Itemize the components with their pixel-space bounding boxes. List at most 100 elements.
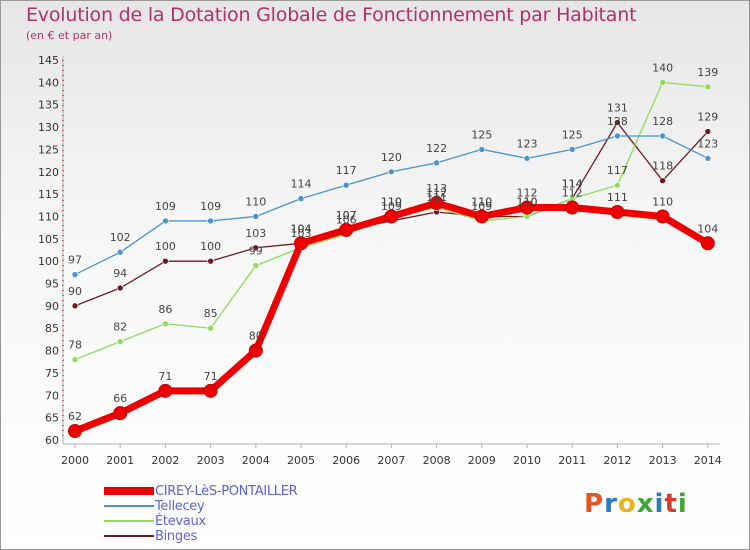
y-tick-label: 110 [38, 210, 59, 223]
data-point [207, 324, 214, 332]
x-tick-label: 2011 [558, 454, 586, 467]
y-tick-label: 145 [38, 54, 59, 67]
y-tick-label: 130 [38, 121, 59, 134]
brand-logo: Proxiti [584, 489, 688, 519]
data-label: 112 [562, 187, 583, 200]
x-tick-label: 2012 [603, 454, 631, 467]
data-point [704, 128, 712, 135]
y-tick-label: 85 [45, 322, 59, 335]
data-point [474, 209, 489, 224]
data-label: 104 [697, 222, 718, 235]
data-label: 100 [200, 240, 221, 253]
data-point [207, 217, 214, 225]
y-tick-label: 60 [45, 434, 59, 447]
data-label: 62 [68, 410, 82, 423]
data-point [704, 155, 712, 162]
data-point [429, 196, 444, 211]
legend-swatch [104, 535, 154, 537]
data-point [252, 213, 260, 220]
data-label: 113 [426, 182, 447, 195]
data-point [339, 222, 354, 237]
brand-letter: x [636, 489, 655, 519]
data-label: 104 [291, 222, 312, 235]
x-tick-label: 2004 [242, 454, 270, 467]
data-label: 85 [204, 307, 218, 320]
data-point [116, 284, 124, 292]
data-point [700, 236, 715, 251]
data-label: 109 [381, 200, 402, 213]
y-tick-label: 90 [45, 300, 59, 313]
data-label: 109 [155, 200, 176, 213]
data-point [71, 271, 79, 278]
data-label: 118 [652, 160, 673, 173]
data-label: 110 [517, 195, 538, 208]
data-label: 131 [607, 102, 628, 115]
data-label: 114 [291, 178, 312, 191]
y-tick-label: 140 [38, 76, 59, 89]
chart-title: Evolution de la Dotation Globale de Fonc… [26, 4, 637, 26]
data-point [388, 168, 395, 176]
data-label: 110 [471, 195, 492, 208]
x-tick-label: 2013 [649, 454, 677, 467]
brand-letter: o [617, 489, 637, 519]
data-label: 128 [652, 115, 673, 128]
data-label: 110 [517, 195, 538, 208]
data-label: 114 [562, 178, 583, 191]
data-label: 117 [607, 164, 628, 177]
data-label: 123 [697, 137, 718, 150]
x-tick-label: 2000 [61, 454, 89, 467]
data-point [655, 209, 670, 224]
x-tick-label: 2003 [197, 454, 225, 467]
data-label: 120 [381, 151, 402, 164]
data-label: 110 [245, 195, 266, 208]
data-point [158, 383, 173, 398]
y-tick-label: 80 [45, 345, 59, 358]
chart-series [68, 79, 715, 439]
x-tick-label: 2014 [694, 454, 722, 467]
brand-letter: r [604, 489, 618, 519]
data-point [614, 181, 621, 189]
data-label: 104 [291, 222, 312, 235]
data-label: 100 [155, 240, 176, 253]
x-tick-label: 2008 [423, 454, 451, 467]
data-point [565, 200, 580, 215]
data-label: 103 [245, 227, 266, 240]
data-point [71, 356, 79, 363]
data-point [71, 302, 79, 310]
brand-letter: i [654, 489, 665, 519]
data-label: 125 [562, 128, 583, 141]
y-tick-label: 125 [38, 143, 59, 156]
y-tick-label: 105 [38, 233, 59, 246]
legend-label: Binges [155, 529, 197, 544]
y-tick-label: 95 [45, 278, 59, 291]
chart-subtitle: (en € et par an) [26, 29, 113, 42]
data-point [252, 262, 260, 269]
data-label: 102 [110, 231, 131, 244]
data-point [162, 257, 169, 265]
data-label: 78 [68, 339, 82, 352]
legend-label: Tellecey [155, 499, 205, 514]
data-label: 112 [426, 187, 447, 200]
data-point [342, 181, 350, 189]
data-point [162, 320, 169, 328]
series-line [71, 199, 712, 435]
chart-axes: 60 65 70 75 80 85 90 95 100 105 110 115 120 125 130 135… [38, 54, 722, 467]
data-label: 107 [336, 209, 357, 222]
data-point [297, 195, 305, 202]
data-label: 110 [381, 195, 402, 208]
x-tick-label: 2005 [287, 454, 315, 467]
data-point [568, 146, 576, 153]
data-label: 110 [652, 195, 673, 208]
data-point [113, 406, 128, 421]
data-label: 86 [158, 303, 172, 316]
data-point [614, 132, 621, 140]
data-point [478, 146, 486, 153]
y-tick-label: 115 [38, 188, 59, 201]
data-point [433, 159, 440, 167]
data-label: 117 [336, 164, 357, 177]
data-label: 140 [652, 61, 673, 74]
data-point [523, 155, 531, 162]
y-tick-label: 65 [45, 412, 59, 425]
data-label: 123 [517, 137, 538, 150]
